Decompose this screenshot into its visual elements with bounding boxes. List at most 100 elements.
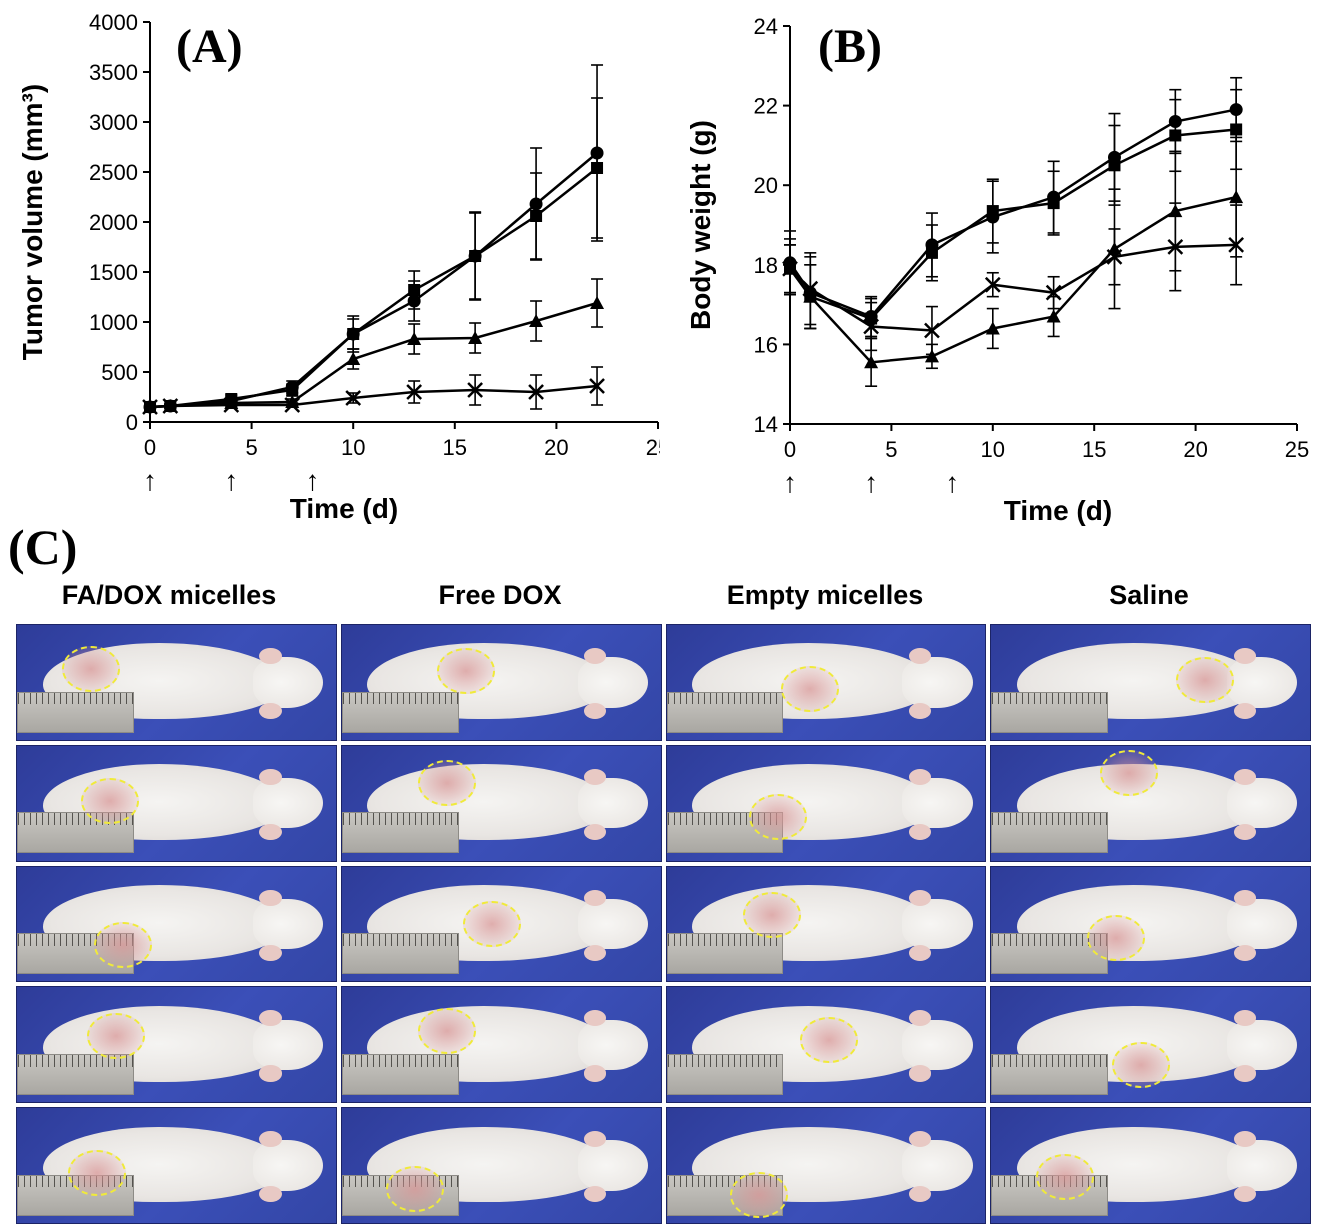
y-tick-label: 22 xyxy=(754,94,778,119)
mouse-ear xyxy=(1233,703,1256,720)
dosing-arrow: ↑ xyxy=(224,465,238,496)
data-point-x xyxy=(223,397,240,413)
data-point-triangle xyxy=(468,331,483,344)
column-heading-fa-dox-micelles: FA/DOX micelles xyxy=(61,580,277,610)
data-point-square xyxy=(347,328,360,340)
x-tick-label: 10 xyxy=(341,435,365,460)
data-point-x xyxy=(1167,239,1184,255)
ruler xyxy=(341,812,459,854)
mouse-head xyxy=(1227,1140,1298,1191)
mouse-ear xyxy=(584,1010,607,1027)
ruler xyxy=(17,812,134,854)
x-tick-label: 5 xyxy=(245,435,257,460)
x-tick-label: 0 xyxy=(144,435,156,460)
mouse-ear xyxy=(1233,823,1256,840)
x-marker-stroke xyxy=(1228,237,1245,253)
dosing-arrow: ↑ xyxy=(783,467,797,498)
ruler xyxy=(17,691,134,733)
body-weight-chart: 14 16 18 20 22 24 0 5 10 15 20 25 ↑ ↑ ↑ Time (d) Body we… xyxy=(685,14,1309,526)
data-point-square xyxy=(986,205,999,218)
column-heading-free-dox: Free DOX xyxy=(438,580,562,610)
series-line xyxy=(789,243,1237,332)
mouse-photo-empty-micelles xyxy=(665,1107,987,1224)
mouse-ear xyxy=(1233,1010,1256,1027)
mouse-ear xyxy=(1233,647,1256,665)
mouse-photo-fa-dox-micelles xyxy=(16,624,337,741)
tumor-circle xyxy=(1035,1154,1094,1201)
ruler xyxy=(991,812,1108,854)
mouse-ear xyxy=(908,1186,932,1203)
x-axis-label: Time (d) xyxy=(290,493,398,524)
mouse-photo-free-dox xyxy=(340,744,662,862)
tumor-circle xyxy=(1099,750,1158,797)
y-axis-label: Body weight (g) xyxy=(685,120,716,330)
mouse-photo-free-dox xyxy=(340,865,662,983)
y-tick-label: 3000 xyxy=(89,110,138,135)
x-marker-stroke xyxy=(142,399,158,415)
data-point-x xyxy=(284,397,301,413)
tumor-circle xyxy=(93,921,152,968)
ruler xyxy=(341,933,459,975)
mouse-head xyxy=(577,1140,648,1191)
tumor-circle xyxy=(800,1017,859,1064)
data-point-x xyxy=(863,318,880,335)
data-point-square xyxy=(530,210,543,222)
mouse-head xyxy=(577,1019,648,1071)
tumor-circle xyxy=(68,1149,126,1196)
mouse-ear xyxy=(1233,768,1256,785)
mouse-head xyxy=(1227,657,1298,708)
data-point-triangle xyxy=(924,349,939,363)
ruler xyxy=(991,691,1108,733)
tumor-circle xyxy=(87,1012,146,1059)
mouse-ear xyxy=(1233,1186,1256,1203)
mouse-head xyxy=(577,777,648,829)
data-point-x xyxy=(345,390,362,406)
data-point-x xyxy=(802,280,819,297)
data-point-square xyxy=(408,284,421,296)
data-point-x xyxy=(528,384,544,400)
mouse-photo-fa-dox-micelles xyxy=(16,1107,337,1224)
tumor-circle xyxy=(1112,1042,1171,1089)
panel-c-label: (C) xyxy=(8,519,78,575)
x-marker-stroke xyxy=(284,397,301,413)
mouse-ear xyxy=(259,1131,282,1148)
data-point-x xyxy=(467,382,484,398)
mouse-ear xyxy=(584,889,607,906)
mouse-ear xyxy=(259,889,282,906)
mouse-ear xyxy=(1233,1065,1256,1082)
mouse-ear xyxy=(584,1186,607,1203)
data-point-square xyxy=(469,250,482,262)
y-axis-label: Tumor volume (mm³) xyxy=(17,84,48,360)
mouse-photo-grid xyxy=(16,624,1311,1224)
mouse-ear xyxy=(584,1131,607,1148)
mouse-ear xyxy=(259,703,282,720)
mouse-ear xyxy=(584,768,607,785)
x-marker-stroke xyxy=(1106,248,1123,265)
mouse-ear xyxy=(584,1065,607,1082)
mouse-photo-fa-dox-micelles xyxy=(16,986,337,1104)
y-tick-label: 24 xyxy=(754,14,778,39)
mouse-ear xyxy=(908,703,932,720)
x-marker-stroke xyxy=(162,398,179,414)
mouse-ear xyxy=(259,768,282,785)
mouse-head xyxy=(252,1019,323,1071)
tumor-circle xyxy=(386,1165,445,1212)
data-point-square xyxy=(1047,197,1060,210)
mouse-photo-free-dox xyxy=(340,624,662,741)
ruler xyxy=(666,1053,784,1095)
y-tick-label: 1500 xyxy=(89,260,138,285)
x-axis-label: Time (d) xyxy=(1004,495,1112,526)
y-tick-label: 14 xyxy=(754,412,778,437)
ruler xyxy=(666,933,784,975)
mouse-ear xyxy=(908,1065,932,1082)
x-marker-stroke xyxy=(782,260,798,277)
tumor-circle xyxy=(749,794,808,840)
mouse-photo-free-dox xyxy=(340,986,662,1104)
series-line xyxy=(788,108,1237,319)
tumor-circle xyxy=(730,1172,789,1219)
x-tick-label: 5 xyxy=(885,437,897,462)
mouse-ear xyxy=(259,647,282,665)
y-tick-label: 18 xyxy=(754,253,778,278)
ruler xyxy=(991,1053,1108,1095)
mouse-ear xyxy=(908,1131,932,1148)
